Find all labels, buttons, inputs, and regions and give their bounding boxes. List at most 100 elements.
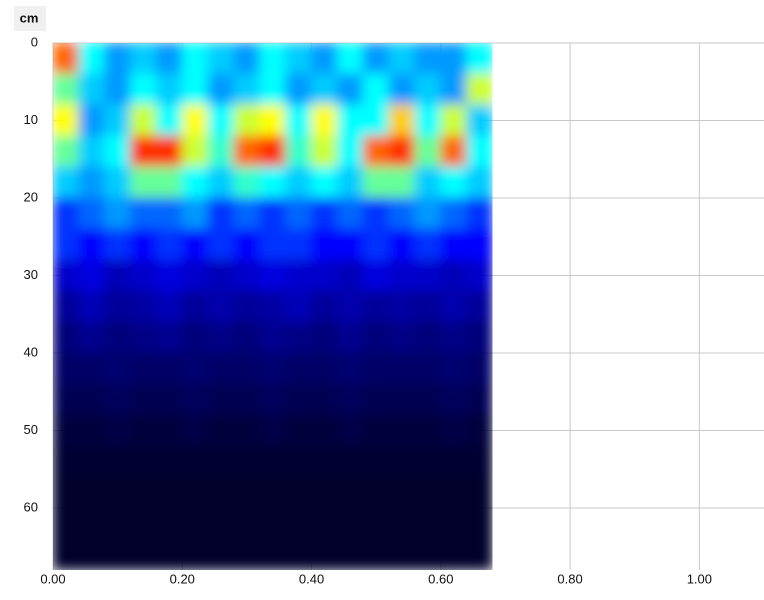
- heat-cell: [336, 383, 364, 416]
- heat-cell: [466, 352, 493, 385]
- heat-cell: [181, 228, 209, 261]
- heat-cell: [78, 476, 106, 509]
- heat-cell: [285, 228, 313, 261]
- heat-cell: [440, 538, 468, 570]
- heat-cell: [181, 290, 209, 323]
- heat-cell: [285, 43, 313, 75]
- heat-cell: [78, 414, 106, 447]
- heat-cell: [233, 73, 261, 106]
- heat-cell: [285, 352, 313, 385]
- heat-cell: [207, 476, 235, 509]
- heat-cell: [181, 259, 209, 292]
- heat-cell: [53, 228, 80, 261]
- tick-labels: 0 10 20 30 40 50 60 0.00 0.20 0.40 0.60 0.80 1.00: [24, 34, 712, 586]
- heat-cell: [388, 43, 416, 75]
- heat-cell: [259, 321, 287, 354]
- heat-cell: [388, 383, 416, 416]
- heat-cell: [414, 228, 442, 261]
- heat-cell: [311, 228, 338, 261]
- heat-cell: [362, 414, 390, 447]
- y-tick-label: 30: [24, 267, 38, 282]
- heat-cell: [414, 445, 442, 478]
- heat-cell: [53, 414, 80, 447]
- heat-cell: [440, 197, 468, 230]
- heat-cell: [311, 383, 338, 416]
- heat-cell: [181, 445, 209, 478]
- heat-cell: [181, 476, 209, 509]
- heat-cell: [414, 197, 442, 230]
- heat-cell: [362, 197, 390, 230]
- heat-cell: [414, 321, 442, 354]
- heat-cell: [440, 445, 468, 478]
- heat-cell: [466, 321, 493, 354]
- x-tick-label: 0.40: [299, 571, 324, 586]
- heat-cell: [104, 259, 132, 292]
- heat-cell: [440, 43, 468, 75]
- heat-cell: [440, 290, 468, 323]
- heat-cell: [259, 43, 287, 75]
- heat-cell: [130, 290, 157, 323]
- heat-cell: [362, 228, 390, 261]
- heat-cell: [104, 476, 132, 509]
- heat-cell: [130, 166, 157, 199]
- heat-cell: [259, 445, 287, 478]
- heat-cell: [311, 321, 338, 354]
- heat-cell: [207, 414, 235, 447]
- heat-cell: [130, 321, 157, 354]
- heat-cell: [233, 197, 261, 230]
- heat-cell: [362, 507, 390, 540]
- heat-cell: [362, 43, 390, 75]
- heat-cell: [466, 104, 493, 137]
- heat-cell: [207, 104, 235, 137]
- heat-cell: [78, 259, 106, 292]
- heat-cell: [362, 352, 390, 385]
- heat-cell: [104, 445, 132, 478]
- heat-cell: [414, 73, 442, 106]
- heat-cell: [181, 73, 209, 106]
- heat-cell: [53, 445, 80, 478]
- heat-cell: [336, 259, 364, 292]
- heat-cell: [104, 383, 132, 416]
- heat-cell: [155, 414, 183, 447]
- heat-cell: [104, 352, 132, 385]
- heat-cell: [53, 476, 80, 509]
- heat-cell: [414, 383, 442, 416]
- heat-cell: [259, 259, 287, 292]
- heat-cell: [233, 352, 261, 385]
- heat-cell: [336, 73, 364, 106]
- heat-cell: [233, 259, 261, 292]
- heat-cell: [336, 507, 364, 540]
- heat-cell: [466, 445, 493, 478]
- heat-cell: [78, 538, 106, 570]
- heat-cell: [362, 476, 390, 509]
- heat-cell: [233, 414, 261, 447]
- heat-cell: [155, 352, 183, 385]
- y-tick-label: 40: [24, 344, 38, 359]
- heat-cell: [440, 321, 468, 354]
- heat-cell: [130, 507, 157, 540]
- heat-cell: [440, 73, 468, 106]
- y-tick-label: 10: [24, 112, 38, 127]
- heat-cell: [233, 166, 261, 199]
- heat-cell: [362, 290, 390, 323]
- y-tick-label: 60: [24, 499, 38, 514]
- heat-cell: [130, 414, 157, 447]
- heat-cell: [311, 290, 338, 323]
- heat-cell: [336, 228, 364, 261]
- heat-cell: [259, 538, 287, 570]
- heat-cell: [466, 507, 493, 540]
- heat-cell: [104, 73, 132, 106]
- x-tick-label: 0.20: [170, 571, 195, 586]
- heat-cell: [207, 507, 235, 540]
- heat-cell: [311, 476, 338, 509]
- heat-cell: [259, 476, 287, 509]
- heat-cell: [181, 104, 209, 137]
- heat-cell: [78, 73, 106, 106]
- heat-cell: [362, 445, 390, 478]
- heat-cell: [207, 43, 235, 75]
- heat-cell: [466, 290, 493, 323]
- heat-cell: [414, 476, 442, 509]
- heat-cell: [285, 104, 313, 137]
- heat-cell: [130, 135, 157, 168]
